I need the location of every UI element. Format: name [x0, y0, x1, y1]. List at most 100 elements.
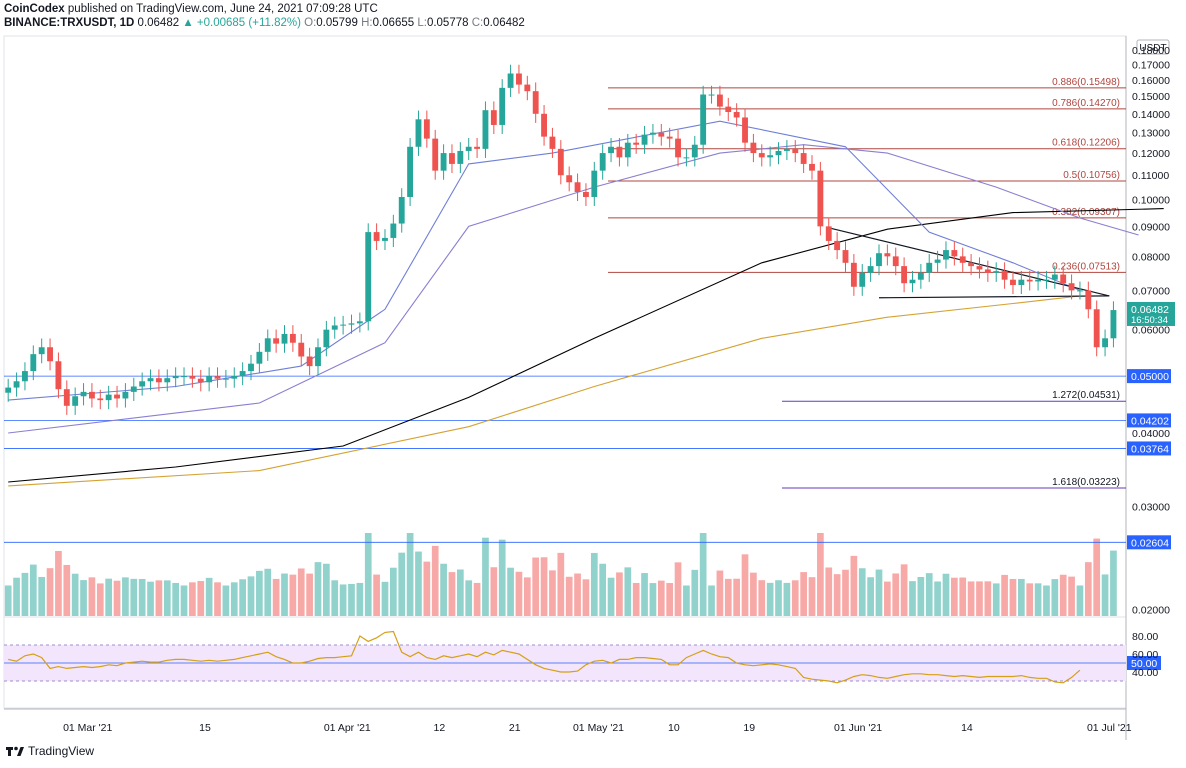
candle-body: [164, 378, 171, 383]
candle-body: [415, 119, 422, 147]
price-tick-label: 0.12000: [1132, 148, 1170, 160]
candle-body: [155, 378, 162, 383]
candle-body: [792, 148, 799, 154]
rsi-tick-label: 40.00: [1132, 667, 1158, 679]
time-tick-label: 10: [668, 722, 680, 734]
candle-body: [306, 356, 313, 367]
volume-bar: [230, 582, 238, 616]
price-tick-label: 0.13000: [1132, 128, 1170, 140]
candle-body: [440, 153, 447, 171]
time-tick-label: 12: [434, 722, 446, 734]
candle-body: [984, 269, 991, 273]
candle-body: [566, 175, 573, 183]
time-tick-label: 01 Jul '21: [1087, 722, 1132, 734]
price-tick-label: 0.16000: [1132, 75, 1170, 87]
volume-bar: [297, 568, 305, 616]
time-tick-label: 01 Jun '21: [834, 722, 882, 734]
candle-body: [273, 338, 280, 344]
candle-body: [5, 387, 12, 393]
volume-bar: [381, 581, 389, 616]
volume-bar: [71, 573, 79, 616]
volume-bar: [984, 581, 992, 616]
candle-body: [1010, 279, 1016, 285]
candle-body: [289, 333, 296, 343]
high-value: 0.06655: [372, 17, 415, 29]
volume-bar: [925, 573, 933, 616]
price-tick-label: 0.11000: [1132, 170, 1169, 182]
volume-bar: [264, 568, 272, 616]
candle-body: [122, 391, 129, 399]
time-tick-label: 15: [199, 722, 211, 734]
fib-level-label: 0.886(0.15498): [1052, 77, 1120, 88]
candle-body: [63, 389, 70, 406]
low-label: L:: [417, 17, 427, 29]
volume-bar: [63, 564, 71, 616]
candle-body: [633, 142, 640, 145]
candle-body: [331, 325, 338, 330]
publish-info: CoinCodex published on TradingView.com, …: [4, 3, 378, 15]
candle-body: [1001, 271, 1008, 280]
volume-bar: [348, 583, 355, 616]
volume-bar: [867, 577, 874, 616]
volume-bar: [967, 581, 975, 616]
volume-bar: [256, 570, 263, 616]
symbol-label[interactable]: BINANCE:TRXUSDT, 1D: [4, 17, 135, 29]
tradingview-brand[interactable]: TradingView: [28, 744, 95, 758]
candle-body: [934, 259, 941, 263]
volume-bar: [498, 539, 506, 616]
candle-body: [80, 391, 87, 397]
triangle-upper-trendline: [828, 227, 1110, 297]
candle-body: [231, 376, 238, 379]
volume-bar: [683, 585, 690, 616]
support-level-tag-label: 0.04202: [1131, 415, 1169, 427]
candle-body: [298, 342, 305, 357]
price-tick-label: 0.06000: [1132, 325, 1170, 337]
publisher-name[interactable]: CoinCodex: [4, 3, 65, 15]
candle-body: [708, 94, 715, 96]
publish-line: published on TradingView.com, June 24, 2…: [67, 3, 378, 15]
candle-body: [239, 371, 246, 377]
volume-bar: [766, 582, 774, 616]
volume-bar: [674, 562, 682, 616]
candle-body: [474, 146, 481, 149]
volume-bar: [88, 577, 96, 616]
volume-bar: [992, 583, 1000, 616]
price-tick-label: 0.08000: [1132, 251, 1170, 263]
price-tick-label: 0.09000: [1132, 221, 1170, 233]
volume-bar: [540, 557, 548, 616]
candle-body: [859, 272, 866, 287]
fib-level-label: 0.786(0.14270): [1052, 98, 1120, 109]
candle-body: [817, 170, 824, 227]
candle-body: [516, 73, 522, 85]
candle-body: [591, 170, 598, 197]
volume-bar: [607, 577, 615, 616]
currency-label: USDT: [1139, 43, 1166, 54]
candle-body: [549, 136, 556, 149]
candle-body: [181, 376, 187, 378]
price-tick-label: 0.03000: [1132, 501, 1170, 513]
candle-body: [842, 250, 849, 263]
candle-body: [968, 262, 975, 267]
volume-bar: [657, 580, 665, 616]
candle-body: [951, 250, 958, 257]
candle-body: [884, 253, 891, 257]
candle-body: [356, 321, 363, 324]
volume-bar: [38, 576, 46, 616]
volume-bar: [825, 567, 833, 616]
volume-bar: [1009, 578, 1017, 616]
moving-average-line: [8, 295, 1080, 487]
volume-bar: [456, 569, 464, 616]
current-price-tag: [1127, 301, 1175, 326]
candle-body: [382, 237, 388, 241]
volume-bar: [1051, 579, 1059, 616]
candle-body: [88, 391, 95, 399]
rsi-midline-tag: [1127, 656, 1161, 670]
support-level-tag: [1127, 535, 1171, 550]
volume-bar: [80, 580, 87, 616]
candle-body: [867, 266, 874, 273]
volume-bar: [750, 572, 757, 616]
volume-bar: [641, 573, 648, 616]
price-tick-label: 0.07000: [1132, 285, 1170, 297]
candle-body: [909, 279, 916, 284]
